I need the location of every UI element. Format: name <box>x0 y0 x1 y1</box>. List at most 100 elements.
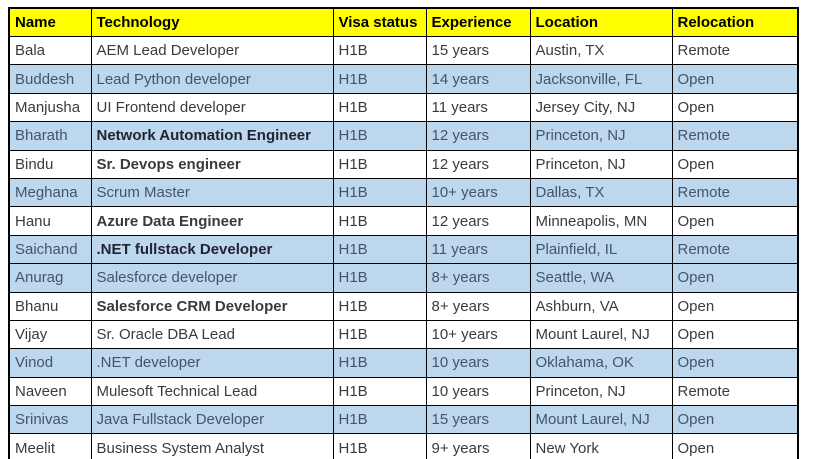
cell-experience[interactable]: 10 years <box>425 376 531 407</box>
cell-relocation[interactable]: Open <box>671 149 799 179</box>
cell-technology[interactable]: Azure Data Engineer <box>90 206 334 236</box>
cell-technology[interactable]: Salesforce CRM Developer <box>90 291 334 321</box>
cell-experience[interactable]: 11 years <box>425 92 531 123</box>
cell-experience[interactable]: 10 years <box>425 348 531 378</box>
cell-relocation[interactable]: Open <box>671 263 799 293</box>
cell-relocation[interactable]: Open <box>671 348 799 378</box>
cell-technology[interactable]: UI Frontend developer <box>90 92 334 123</box>
header-row: Name Technology Visa status Experience Locat… <box>8 7 799 37</box>
cell-relocation[interactable]: Open <box>671 405 799 435</box>
cell-visa-status[interactable]: H1B <box>332 376 427 407</box>
cell-visa-status[interactable]: H1B <box>332 64 427 94</box>
cell-technology[interactable]: Salesforce developer <box>90 263 334 293</box>
cell-experience[interactable]: 8+ years <box>425 291 531 321</box>
cell-technology[interactable]: AEM Lead Developer <box>90 35 334 66</box>
cell-experience[interactable]: 12 years <box>425 206 531 236</box>
column-header-visa-status[interactable]: Visa status <box>332 7 427 37</box>
table-row: Bala AEM Lead Developer H1B 15 years Austin,… <box>8 35 799 66</box>
cell-location[interactable]: Oklahama, OK <box>529 348 673 378</box>
cell-name[interactable]: Vinod <box>8 348 92 378</box>
cell-experience[interactable]: 10+ years <box>425 177 531 208</box>
cell-location[interactable]: Jersey City, NJ <box>529 92 673 123</box>
cell-experience[interactable]: 11 years <box>425 234 531 265</box>
cell-technology[interactable]: Scrum Master <box>90 177 334 208</box>
column-header-name[interactable]: Name <box>8 7 92 37</box>
cell-experience[interactable]: 8+ years <box>425 263 531 293</box>
cell-name[interactable]: Srinivas <box>8 405 92 435</box>
cell-visa-status[interactable]: H1B <box>332 177 427 208</box>
cell-location[interactable]: Minneapolis, MN <box>529 206 673 236</box>
cell-name[interactable]: Naveen <box>8 376 92 407</box>
cell-technology[interactable]: Sr. Devops engineer <box>90 149 334 179</box>
cell-name[interactable]: Hanu <box>8 206 92 236</box>
cell-name[interactable]: Anurag <box>8 263 92 293</box>
cell-relocation[interactable]: Remote <box>671 234 799 265</box>
cell-location[interactable]: Dallas, TX <box>529 177 673 208</box>
cell-location[interactable]: Princeton, NJ <box>529 121 673 151</box>
cell-name[interactable]: Saichand <box>8 234 92 265</box>
cell-name[interactable]: Meghana <box>8 177 92 208</box>
cell-visa-status[interactable]: H1B <box>332 234 427 265</box>
cell-experience[interactable]: 10+ years <box>425 319 531 350</box>
cell-relocation[interactable]: Open <box>671 64 799 94</box>
cell-visa-status[interactable]: H1B <box>332 319 427 350</box>
cell-relocation[interactable]: Open <box>671 206 799 236</box>
cell-name[interactable]: Bharath <box>8 121 92 151</box>
cell-visa-status[interactable]: H1B <box>332 206 427 236</box>
cell-relocation[interactable]: Remote <box>671 35 799 66</box>
cell-name[interactable]: Manjusha <box>8 92 92 123</box>
cell-relocation[interactable]: Open <box>671 433 799 459</box>
cell-location[interactable]: Princeton, NJ <box>529 149 673 179</box>
cell-relocation[interactable]: Open <box>671 92 799 123</box>
table-row: Bharath Network Automation Engineer H1B 12 … <box>8 121 799 151</box>
cell-location[interactable]: Princeton, NJ <box>529 376 673 407</box>
cell-name[interactable]: Bala <box>8 35 92 66</box>
cell-name[interactable]: Meelit <box>8 433 92 459</box>
cell-location[interactable]: Austin, TX <box>529 35 673 66</box>
cell-relocation[interactable]: Remote <box>671 376 799 407</box>
cell-experience[interactable]: 15 years <box>425 405 531 435</box>
column-header-relocation[interactable]: Relocation <box>671 7 799 37</box>
cell-relocation[interactable]: Remote <box>671 121 799 151</box>
cell-experience[interactable]: 14 years <box>425 64 531 94</box>
cell-visa-status[interactable]: H1B <box>332 291 427 321</box>
cell-experience[interactable]: 15 years <box>425 35 531 66</box>
cell-location[interactable]: New York <box>529 433 673 459</box>
column-header-location[interactable]: Location <box>529 7 673 37</box>
cell-visa-status[interactable]: H1B <box>332 92 427 123</box>
cell-visa-status[interactable]: H1B <box>332 405 427 435</box>
cell-technology[interactable]: Mulesoft Technical Lead <box>90 376 334 407</box>
cell-name[interactable]: Buddesh <box>8 64 92 94</box>
cell-location[interactable]: Seattle, WA <box>529 263 673 293</box>
cell-experience[interactable]: 12 years <box>425 121 531 151</box>
cell-experience[interactable]: 9+ years <box>425 433 531 459</box>
cell-location[interactable]: Mount Laurel, NJ <box>529 405 673 435</box>
column-header-experience[interactable]: Experience <box>425 7 531 37</box>
column-header-technology[interactable]: Technology <box>90 7 334 37</box>
cell-name[interactable]: Bindu <box>8 149 92 179</box>
cell-name[interactable]: Vijay <box>8 319 92 350</box>
cell-relocation[interactable]: Remote <box>671 177 799 208</box>
cell-name[interactable]: Bhanu <box>8 291 92 321</box>
cell-technology[interactable]: Sr. Oracle DBA Lead <box>90 319 334 350</box>
cell-visa-status[interactable]: H1B <box>332 35 427 66</box>
cell-technology[interactable]: Business System Analyst <box>90 433 334 459</box>
cell-technology[interactable]: Java Fullstack Developer <box>90 405 334 435</box>
cell-technology[interactable]: .NET fullstack Developer <box>90 234 334 265</box>
table-body: Bala AEM Lead Developer H1B 15 years Austin,… <box>8 35 799 459</box>
cell-technology[interactable]: .NET developer <box>90 348 334 378</box>
cell-visa-status[interactable]: H1B <box>332 121 427 151</box>
cell-experience[interactable]: 12 years <box>425 149 531 179</box>
cell-relocation[interactable]: Open <box>671 319 799 350</box>
cell-visa-status[interactable]: H1B <box>332 263 427 293</box>
cell-location[interactable]: Jacksonville, FL <box>529 64 673 94</box>
cell-visa-status[interactable]: H1B <box>332 149 427 179</box>
cell-location[interactable]: Ashburn, VA <box>529 291 673 321</box>
cell-visa-status[interactable]: H1B <box>332 433 427 459</box>
cell-location[interactable]: Plainfield, IL <box>529 234 673 265</box>
cell-relocation[interactable]: Open <box>671 291 799 321</box>
cell-visa-status[interactable]: H1B <box>332 348 427 378</box>
cell-location[interactable]: Mount Laurel, NJ <box>529 319 673 350</box>
cell-technology[interactable]: Network Automation Engineer <box>90 121 334 151</box>
cell-technology[interactable]: Lead Python developer <box>90 64 334 94</box>
